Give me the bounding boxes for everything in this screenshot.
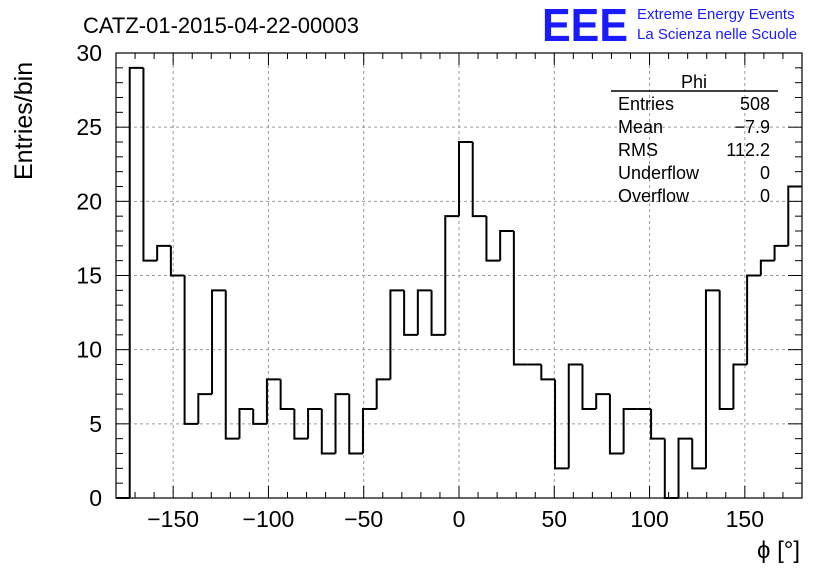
- histogram-bin: [430, 290, 446, 336]
- histogram-bin: [677, 437, 693, 498]
- x-tick-label: 100: [630, 506, 668, 532]
- y-axis-label: Entries/bin: [10, 62, 38, 180]
- y-tick-label: 15: [76, 263, 102, 289]
- y-tick-label: 10: [76, 337, 102, 363]
- histogram-bin: [183, 275, 199, 425]
- histogram-bin: [128, 66, 144, 498]
- histogram-bin: [746, 274, 761, 365]
- histogram-bin: [293, 409, 309, 440]
- stats-value: 508: [740, 94, 770, 114]
- histogram-bin: [416, 289, 432, 335]
- stats-value: 112.2: [726, 140, 770, 160]
- x-tick-label: −150: [147, 506, 199, 532]
- histogram-bin: [348, 394, 363, 455]
- x-tick-label: 50: [541, 506, 567, 532]
- histogram-bin: [224, 290, 240, 440]
- stats-rows: Entries 508 Mean −7.9 RMS 112.2 Underflow 0 Over…: [618, 94, 770, 206]
- histogram-bin: [320, 409, 336, 455]
- histogram-bin: [169, 245, 185, 277]
- grid-lines: [116, 53, 802, 498]
- logo-line-2: La Scienza nelle Scuole: [637, 26, 797, 43]
- run-title: CATZ-01-2015-04-22-00003: [83, 13, 359, 38]
- x-axis-ticks: −150 −100 −50 0 50 100 150: [134, 53, 784, 532]
- histogram-bin: [361, 408, 377, 454]
- y-tick-label: 0: [89, 485, 102, 511]
- histogram-bin: [663, 438, 679, 499]
- stats-value: 0: [760, 186, 770, 206]
- y-tick-label: 5: [89, 411, 102, 437]
- histogram-bin: [403, 290, 418, 336]
- y-axis-ticks: 0 5 10 15 20 25 30: [76, 40, 802, 511]
- stats-value: −7.9: [734, 117, 770, 137]
- histogram-bin: [650, 409, 665, 440]
- histogram-bin: [307, 408, 322, 439]
- histogram-bin: [718, 290, 734, 410]
- histogram-bin: [389, 289, 405, 380]
- x-tick-label: 0: [453, 506, 466, 532]
- logo-line-1: Extreme Energy Events: [637, 6, 795, 23]
- stats-title: Phi: [681, 72, 707, 92]
- x-axis-label: ϕ [°]: [757, 537, 800, 564]
- histogram-bin: [458, 141, 473, 217]
- histogram-bin: [197, 393, 213, 424]
- histogram-bin: [622, 408, 638, 454]
- histogram-bin: [773, 244, 789, 261]
- histogram-bin: [471, 142, 487, 218]
- histogram-bin: [540, 364, 556, 381]
- x-tick-label: −50: [344, 506, 383, 532]
- histogram-bin: [211, 289, 226, 395]
- histogram-bin: [732, 363, 748, 409]
- histogram-bin: [485, 216, 501, 262]
- histogram-bin: [238, 408, 254, 439]
- stats-value: 0: [760, 163, 770, 183]
- stats-label: Entries: [618, 94, 674, 114]
- histogram-bin: [691, 438, 706, 470]
- stats-label: Underflow: [618, 163, 700, 183]
- histogram-bin: [581, 364, 597, 410]
- stats-label: RMS: [618, 140, 658, 160]
- histogram-bin: [375, 378, 391, 409]
- histogram-bin: [334, 393, 350, 454]
- y-tick-label: 25: [76, 114, 102, 140]
- histogram-bin: [704, 289, 720, 469]
- histogram-bin: [554, 379, 569, 470]
- y-tick-label: 20: [76, 188, 102, 214]
- histogram-bin: [512, 231, 528, 366]
- histogram-bin: [567, 363, 583, 469]
- y-tick-label: 30: [76, 40, 102, 66]
- histogram-bin: [595, 393, 610, 409]
- eee-logo: EEE: [542, 0, 628, 51]
- histogram-bin: [279, 379, 295, 410]
- histogram-bin: [499, 230, 514, 261]
- histogram-bin: [265, 378, 281, 424]
- histogram-bin: [608, 394, 624, 455]
- histogram-bin: [252, 409, 267, 425]
- histogram-bin: [444, 215, 459, 335]
- stats-label: Mean: [618, 117, 663, 137]
- histogram-bin: [142, 67, 158, 262]
- x-tick-label: 150: [726, 506, 764, 532]
- histogram-bin: [156, 244, 171, 261]
- stats-box: Phi Entries 508 Mean −7.9 RMS 112.2 Underflow 0…: [611, 72, 778, 206]
- stats-label: Overflow: [618, 186, 690, 206]
- histogram-bin: [759, 259, 775, 276]
- x-tick-label: −100: [243, 506, 295, 532]
